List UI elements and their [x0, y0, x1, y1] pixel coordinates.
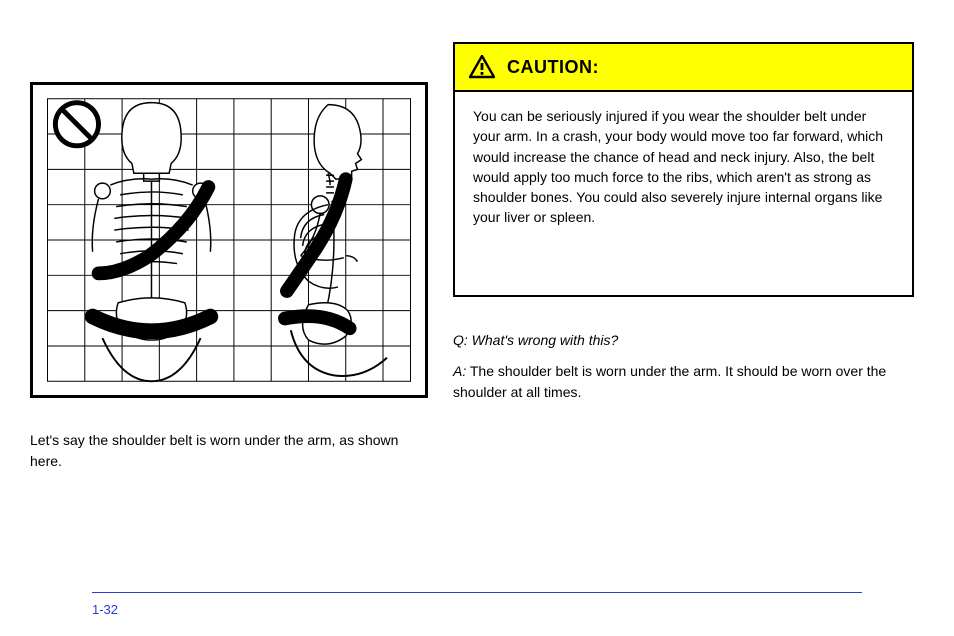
intro-paragraph: Let's say the shoulder belt is worn unde…	[30, 430, 428, 472]
q-text: What's wrong with this?	[472, 332, 619, 348]
caution-body-text: You can be seriously injured if you wear…	[455, 92, 912, 242]
footer-rule	[92, 592, 862, 593]
q-label: Q:	[453, 332, 468, 348]
seatbelt-wrong-illustration	[30, 82, 428, 398]
qa-block: Q: What's wrong with this? A: The should…	[453, 330, 914, 403]
page-number: 1-32	[92, 602, 118, 617]
caution-header: CAUTION:	[455, 44, 912, 92]
a-label: A:	[453, 363, 466, 379]
warning-triangle-icon	[469, 55, 495, 79]
a-text: The shoulder belt is worn under the arm.…	[453, 363, 886, 400]
caution-title: CAUTION:	[507, 57, 599, 78]
caution-callout: CAUTION: You can be seriously injured if…	[453, 42, 914, 297]
